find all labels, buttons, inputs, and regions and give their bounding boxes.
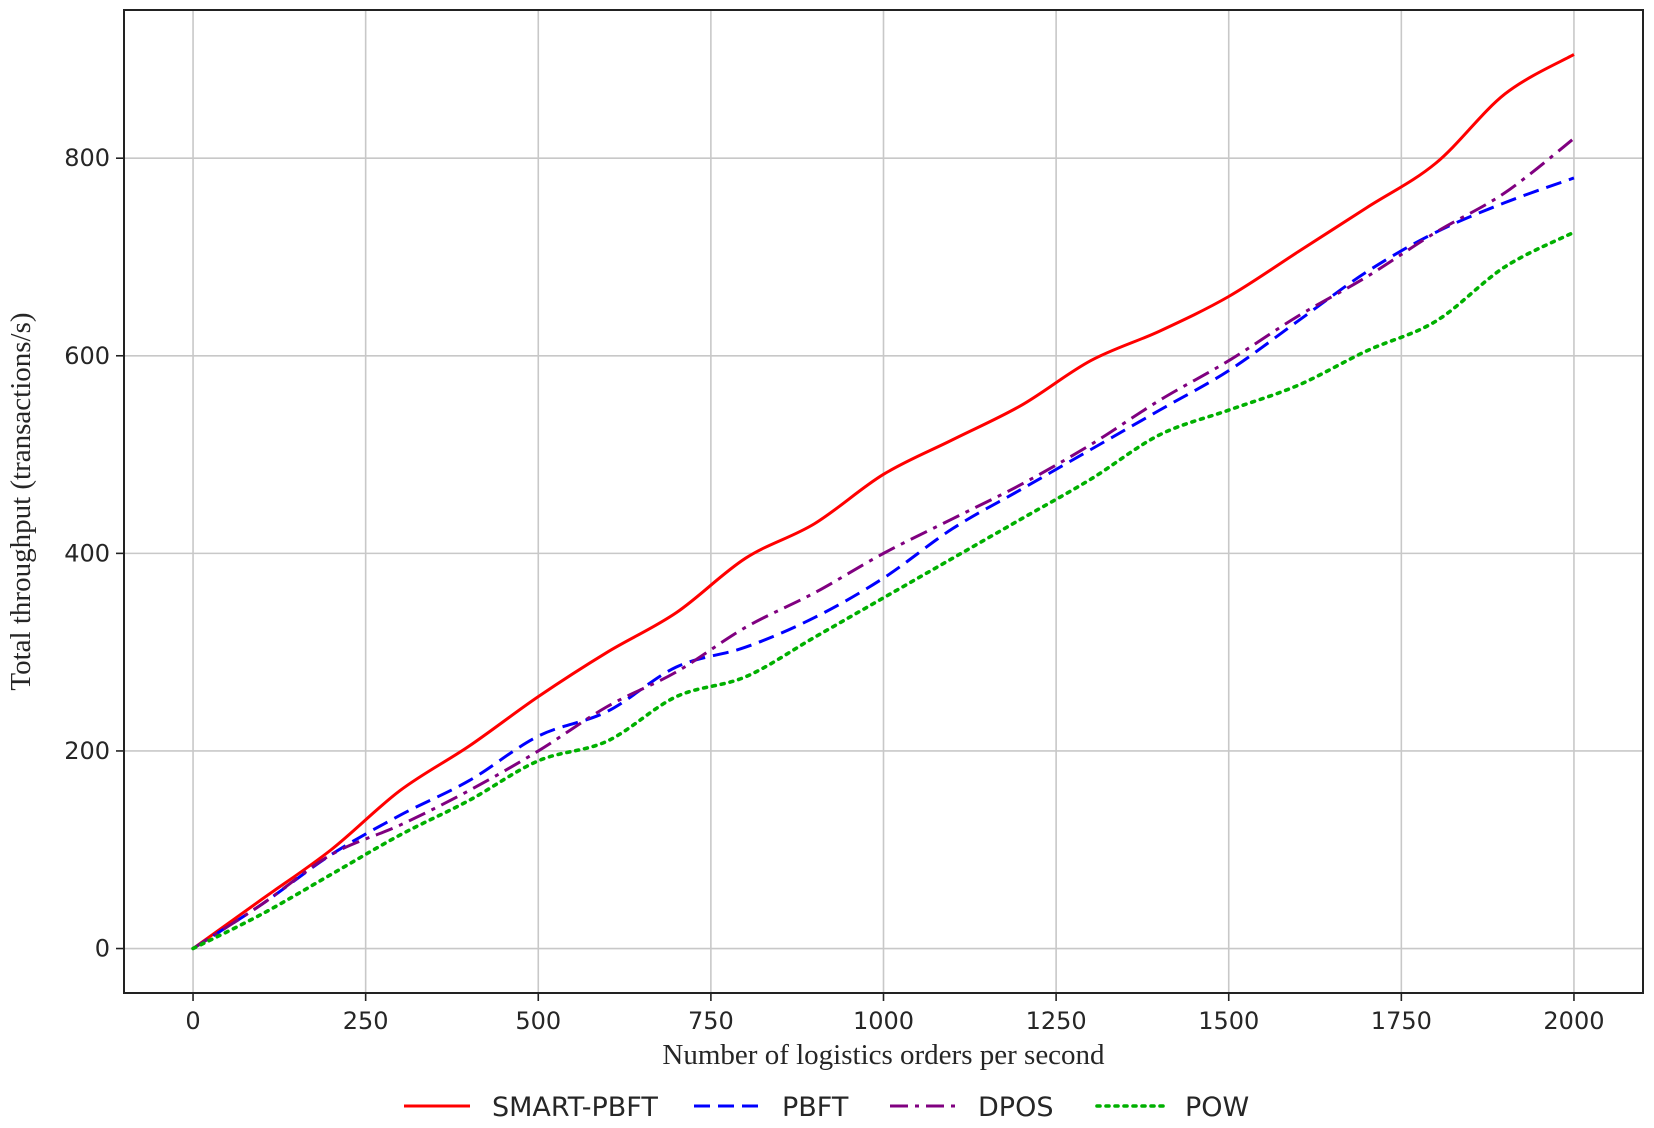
y-tick-label: 800 (64, 144, 110, 172)
y-tick-label: 600 (64, 342, 110, 370)
legend: SMART-PBFT PBFT DPOS POW (404, 1092, 1249, 1123)
series-line-pbft (192, 176, 1575, 950)
axis-ticks: 0 250 500 750 1000 1250 1500 1750 2000 0 200 400 600… (64, 144, 1604, 1035)
x-tick-label: 0 (185, 1007, 200, 1035)
y-tick-label: 400 (64, 539, 110, 567)
legend-label-dpos: DPOS (978, 1092, 1053, 1123)
x-tick-label: 2000 (1543, 1007, 1604, 1035)
x-tick-label: 750 (688, 1007, 734, 1035)
x-tick-label: 250 (343, 1007, 389, 1035)
series-line-dpos (192, 137, 1575, 950)
series-line-pow (191, 230, 1576, 951)
legend-label-pow: POW (1185, 1092, 1249, 1123)
x-axis-label: Number of logistics orders per second (662, 1039, 1105, 1071)
y-tick-label: 200 (64, 737, 110, 765)
x-tick-label: 1500 (1198, 1007, 1259, 1035)
grid (124, 10, 1643, 993)
x-tick-label: 500 (515, 1007, 561, 1035)
series-line-smart-pbft (192, 53, 1575, 950)
x-tick-label: 1250 (1026, 1007, 1087, 1035)
y-tick-label: 0 (95, 935, 110, 963)
series-lines (191, 53, 1576, 951)
x-tick-label: 1000 (853, 1007, 914, 1035)
legend-label-pbft: PBFT (782, 1092, 849, 1123)
y-axis-label: Total throughput (transactions/s) (5, 312, 37, 690)
legend-label-smart-pbft: SMART-PBFT (492, 1092, 658, 1123)
x-tick-label: 1750 (1371, 1007, 1432, 1035)
